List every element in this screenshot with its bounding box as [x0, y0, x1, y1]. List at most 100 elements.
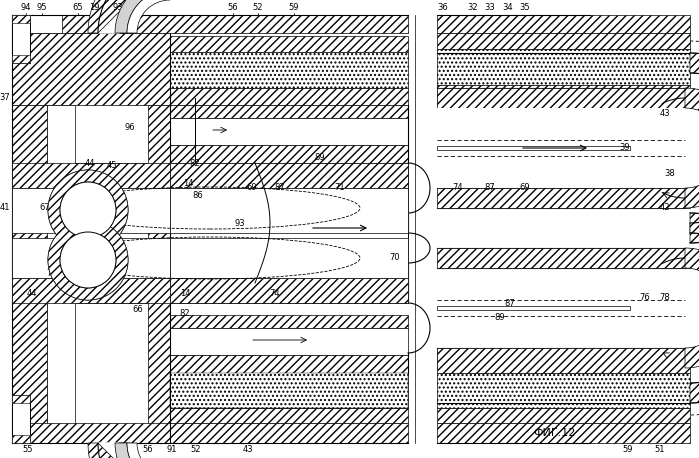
- Text: 41: 41: [0, 203, 10, 213]
- Bar: [170, 52, 408, 88]
- Text: 66: 66: [82, 203, 94, 213]
- Bar: [437, 348, 690, 368]
- Bar: [437, 49, 690, 85]
- Text: 14: 14: [180, 289, 190, 298]
- Bar: [12, 55, 30, 63]
- Circle shape: [48, 170, 128, 250]
- Text: 35: 35: [519, 4, 531, 12]
- Circle shape: [60, 182, 116, 238]
- Polygon shape: [685, 88, 699, 208]
- Polygon shape: [690, 53, 699, 243]
- Bar: [47, 105, 75, 443]
- Bar: [170, 145, 408, 163]
- Bar: [437, 423, 690, 443]
- Polygon shape: [685, 248, 699, 368]
- Text: 53: 53: [85, 278, 95, 288]
- Text: 69: 69: [519, 184, 531, 192]
- Text: 56: 56: [228, 4, 238, 12]
- Text: ФИГ.12: ФИГ.12: [534, 428, 576, 438]
- Text: 82: 82: [180, 309, 190, 317]
- Polygon shape: [690, 213, 699, 403]
- Wedge shape: [48, 220, 128, 300]
- Bar: [437, 248, 690, 268]
- Wedge shape: [115, 443, 170, 458]
- Text: 87: 87: [505, 299, 515, 307]
- Text: 52: 52: [253, 4, 264, 12]
- Bar: [12, 15, 30, 23]
- Bar: [12, 105, 47, 443]
- Text: 67: 67: [40, 203, 50, 213]
- Text: 34: 34: [503, 4, 513, 12]
- Text: 52: 52: [191, 446, 201, 454]
- Circle shape: [60, 232, 116, 288]
- Bar: [12, 238, 170, 278]
- Text: 69: 69: [247, 184, 257, 192]
- Polygon shape: [88, 443, 170, 458]
- Wedge shape: [48, 170, 128, 250]
- Bar: [437, 146, 630, 150]
- Bar: [170, 373, 408, 408]
- Polygon shape: [98, 443, 170, 458]
- Bar: [170, 118, 408, 145]
- Bar: [12, 163, 170, 188]
- Bar: [12, 395, 30, 403]
- Bar: [12, 435, 30, 443]
- Text: 55: 55: [23, 446, 34, 454]
- Text: 68: 68: [59, 203, 71, 213]
- Wedge shape: [115, 0, 170, 33]
- Bar: [170, 105, 408, 118]
- Text: 87: 87: [484, 184, 496, 192]
- Text: 39: 39: [620, 143, 630, 153]
- Text: 76: 76: [640, 294, 650, 302]
- Text: 43: 43: [243, 446, 253, 454]
- Text: 94: 94: [21, 4, 31, 12]
- Text: 44: 44: [27, 289, 37, 298]
- Text: 75: 75: [47, 268, 57, 278]
- Text: 65: 65: [77, 268, 87, 278]
- Bar: [170, 355, 408, 373]
- Text: 32: 32: [468, 4, 478, 12]
- Text: 87: 87: [275, 184, 285, 192]
- Bar: [12, 188, 170, 233]
- Text: 54: 54: [105, 285, 115, 294]
- Bar: [12, 163, 408, 303]
- Bar: [12, 423, 408, 443]
- Text: 70: 70: [389, 253, 401, 262]
- Bar: [12, 15, 62, 33]
- Bar: [437, 15, 690, 33]
- Polygon shape: [120, 0, 170, 33]
- Bar: [437, 408, 690, 423]
- Bar: [170, 408, 408, 423]
- Bar: [12, 33, 170, 105]
- Bar: [12, 278, 170, 303]
- Bar: [437, 188, 690, 208]
- Text: 89: 89: [315, 153, 325, 163]
- Text: 59: 59: [623, 446, 633, 454]
- Wedge shape: [127, 443, 170, 458]
- Text: 86: 86: [193, 191, 203, 200]
- Text: 37: 37: [0, 93, 10, 103]
- Text: 74: 74: [270, 289, 280, 298]
- Text: 74: 74: [453, 184, 463, 192]
- Text: 38: 38: [665, 169, 675, 178]
- Text: 96: 96: [124, 124, 136, 132]
- Bar: [12, 15, 30, 63]
- Text: 91: 91: [167, 446, 178, 454]
- Text: 42: 42: [660, 203, 670, 213]
- Text: 93: 93: [113, 4, 123, 12]
- Text: 71: 71: [335, 184, 345, 192]
- Bar: [170, 373, 408, 408]
- Text: 44: 44: [85, 158, 95, 168]
- Polygon shape: [120, 443, 170, 458]
- Text: 93: 93: [235, 218, 245, 228]
- Bar: [437, 306, 630, 310]
- Bar: [437, 373, 690, 408]
- Text: 43: 43: [660, 109, 670, 118]
- Bar: [437, 88, 690, 108]
- Bar: [170, 36, 408, 52]
- Text: 33: 33: [484, 4, 496, 12]
- Polygon shape: [98, 0, 170, 33]
- Text: 82: 82: [189, 158, 201, 168]
- Bar: [170, 88, 408, 105]
- Bar: [437, 85, 690, 105]
